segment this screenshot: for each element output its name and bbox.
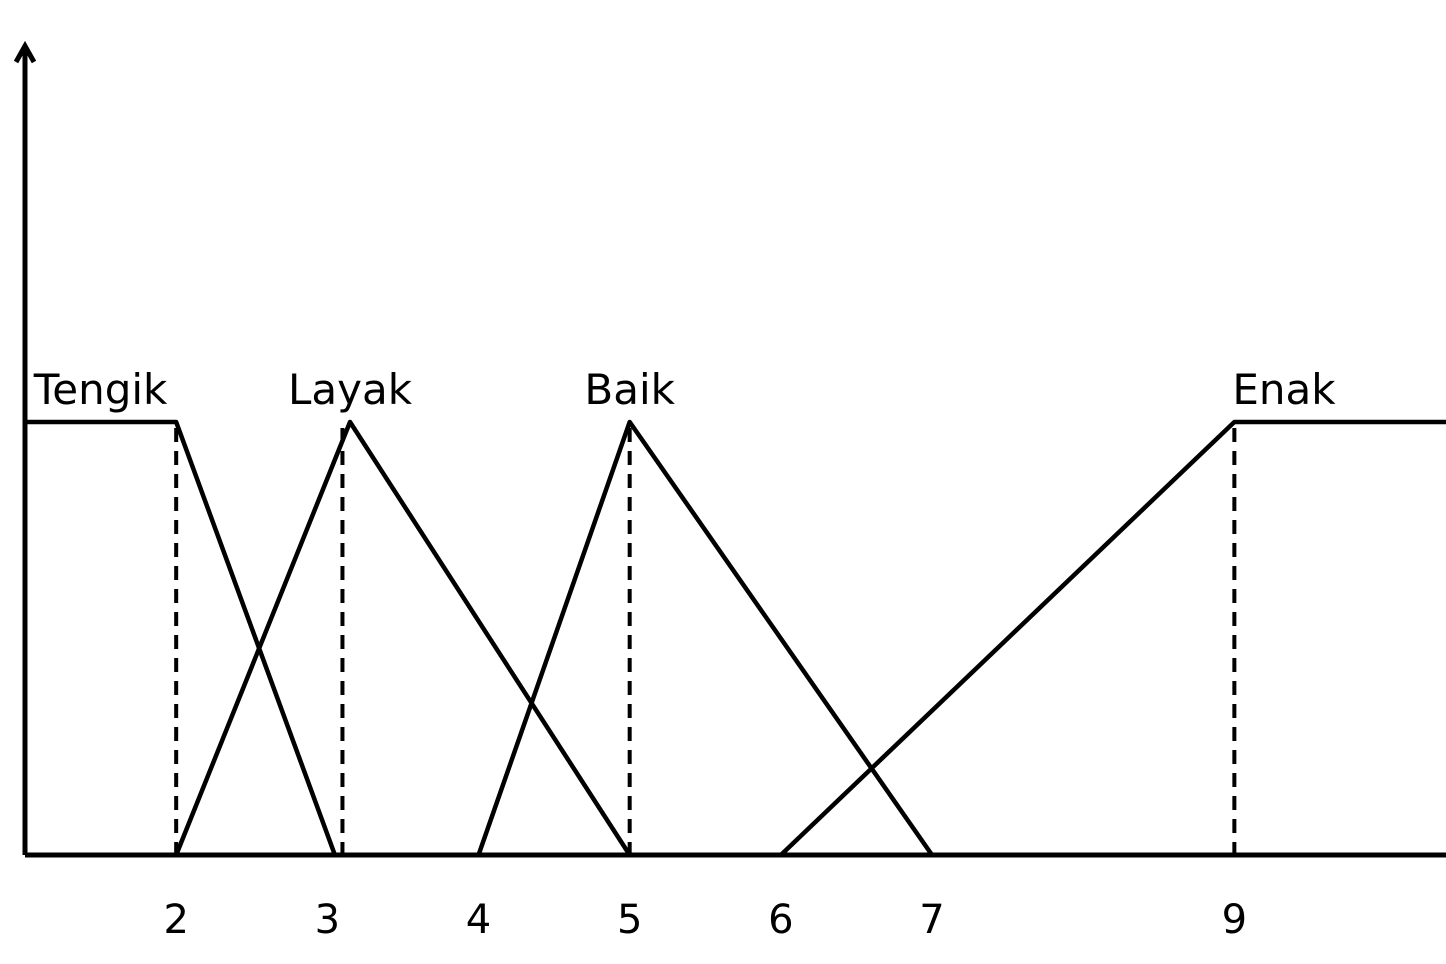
x-tick-6: 6: [768, 897, 793, 943]
set-labels: Tengik Layak Baik Enak: [33, 365, 1336, 414]
x-tick-labels: 2 3 4 5 6 7 9: [163, 897, 1247, 943]
set-label-layak: Layak: [288, 365, 413, 414]
curve-baik: [476, 419, 935, 858]
dashed-markers: [174, 428, 1237, 855]
x-tick-7: 7: [919, 897, 944, 943]
set-label-enak: Enak: [1232, 365, 1336, 414]
curve-layak: [173, 419, 632, 858]
curve-enak: [778, 419, 1446, 858]
curve-tengik: [22, 419, 338, 858]
x-tick-2: 2: [163, 897, 188, 943]
y-axis-arrowhead: [13, 40, 37, 64]
x-tick-3: 3: [315, 897, 340, 943]
set-label-tengik: Tengik: [33, 365, 168, 414]
x-tick-4: 4: [466, 897, 491, 943]
set-label-baik: Baik: [584, 365, 675, 414]
x-tick-5: 5: [617, 897, 642, 943]
axes: [13, 40, 1446, 858]
membership-curves: [22, 419, 1446, 858]
x-tick-9: 9: [1222, 897, 1247, 943]
